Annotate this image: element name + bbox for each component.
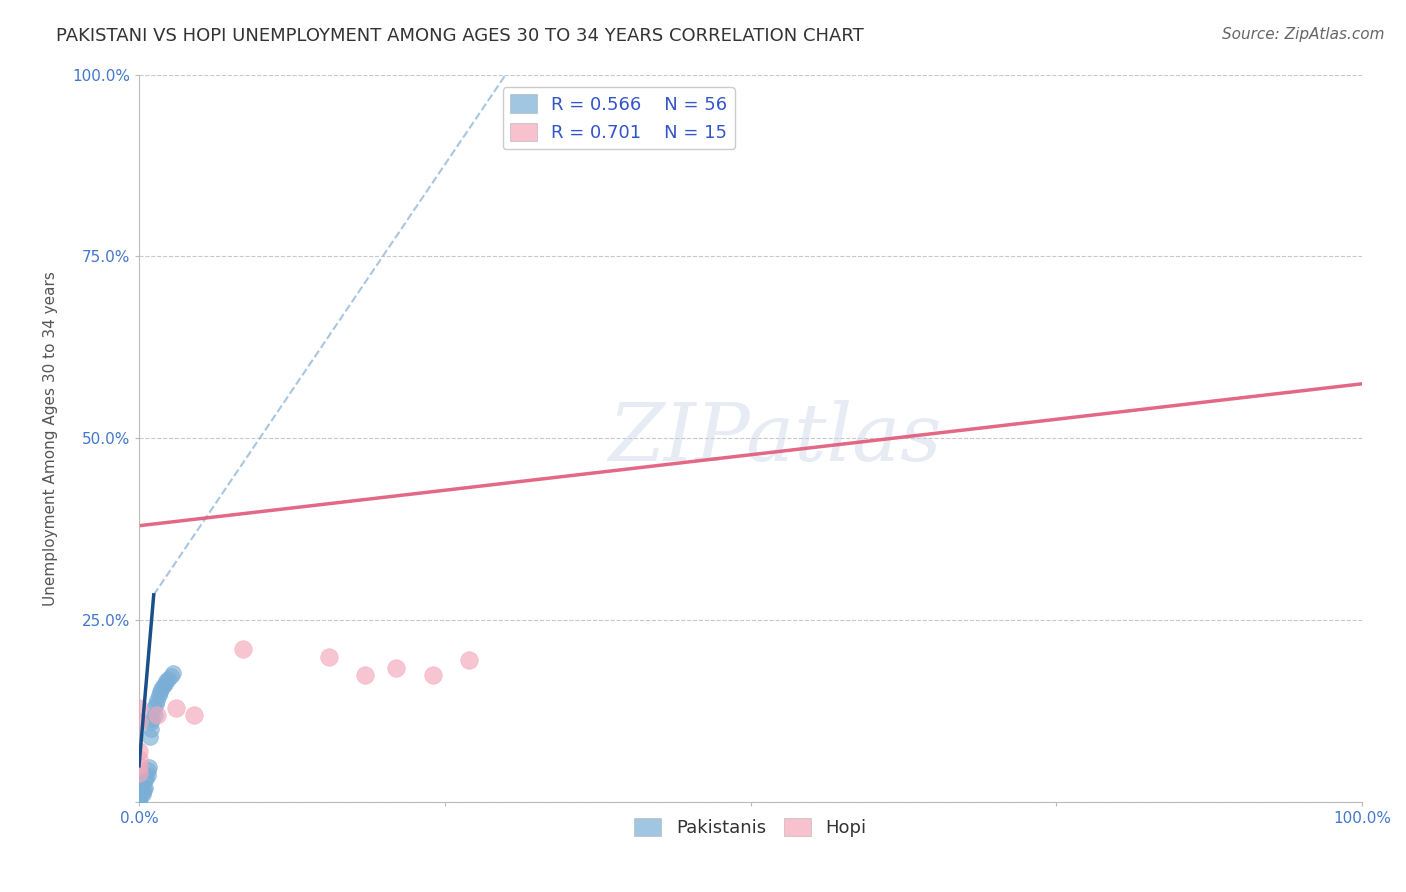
Point (143, 708, 166, 723)
Point (128, 744, 150, 758)
Point (385, 660, 408, 674)
Point (141, 712, 163, 726)
Point (162, 665, 184, 680)
Y-axis label: Unemployment Among Ages 30 to 34 years: Unemployment Among Ages 30 to 34 years (44, 271, 58, 606)
Point (145, 697, 167, 711)
Point (134, 773, 156, 788)
Point (134, 780, 156, 795)
Point (128, 792, 150, 806)
Text: Source: ZipAtlas.com: Source: ZipAtlas.com (1222, 27, 1385, 42)
Point (131, 785, 153, 799)
Legend: Pakistanis, Hopi: Pakistanis, Hopi (627, 811, 875, 844)
Point (160, 668, 183, 682)
Point (128, 788, 150, 802)
Point (128, 751, 150, 765)
Point (128, 795, 150, 809)
Point (318, 649, 340, 664)
Point (139, 730, 162, 744)
Point (128, 795, 150, 809)
Point (128, 795, 150, 809)
Point (422, 668, 444, 682)
Point (128, 789, 150, 803)
Point (128, 795, 150, 809)
Point (128, 766, 150, 780)
Point (128, 793, 150, 807)
Point (128, 792, 150, 806)
Text: ZIPatlas: ZIPatlas (609, 400, 942, 477)
Point (128, 795, 150, 809)
Point (128, 790, 150, 805)
Point (136, 763, 159, 777)
Point (146, 708, 169, 723)
Point (128, 700, 150, 714)
Point (136, 768, 159, 782)
Point (128, 791, 150, 805)
Point (152, 679, 174, 693)
Point (128, 759, 150, 773)
Point (150, 682, 173, 697)
Point (155, 674, 177, 689)
Point (128, 789, 150, 804)
Point (148, 688, 170, 702)
Point (141, 723, 163, 737)
Point (141, 715, 163, 730)
Point (131, 787, 153, 801)
Point (128, 791, 150, 805)
Point (157, 672, 180, 686)
Point (165, 700, 187, 714)
Point (153, 677, 176, 691)
Point (183, 708, 205, 723)
Point (128, 791, 150, 805)
Point (132, 782, 155, 797)
Point (128, 791, 150, 805)
Point (128, 789, 150, 803)
Point (128, 795, 150, 809)
Point (458, 653, 481, 667)
Point (128, 794, 150, 808)
Point (232, 642, 254, 657)
Point (128, 790, 150, 805)
Point (128, 793, 150, 807)
Point (135, 771, 157, 785)
Point (149, 684, 172, 698)
Point (128, 795, 150, 809)
Text: PAKISTANI VS HOPI UNEMPLOYMENT AMONG AGES 30 TO 34 YEARS CORRELATION CHART: PAKISTANI VS HOPI UNEMPLOYMENT AMONG AGE… (56, 27, 865, 45)
Point (128, 795, 150, 809)
Point (128, 794, 150, 808)
Point (142, 700, 165, 714)
Point (146, 693, 169, 707)
Point (128, 715, 150, 730)
Point (128, 791, 150, 805)
Point (128, 795, 150, 809)
Point (138, 760, 160, 774)
Point (128, 795, 150, 809)
Point (354, 668, 377, 682)
Point (128, 795, 150, 809)
Point (128, 795, 150, 809)
Point (128, 789, 150, 804)
